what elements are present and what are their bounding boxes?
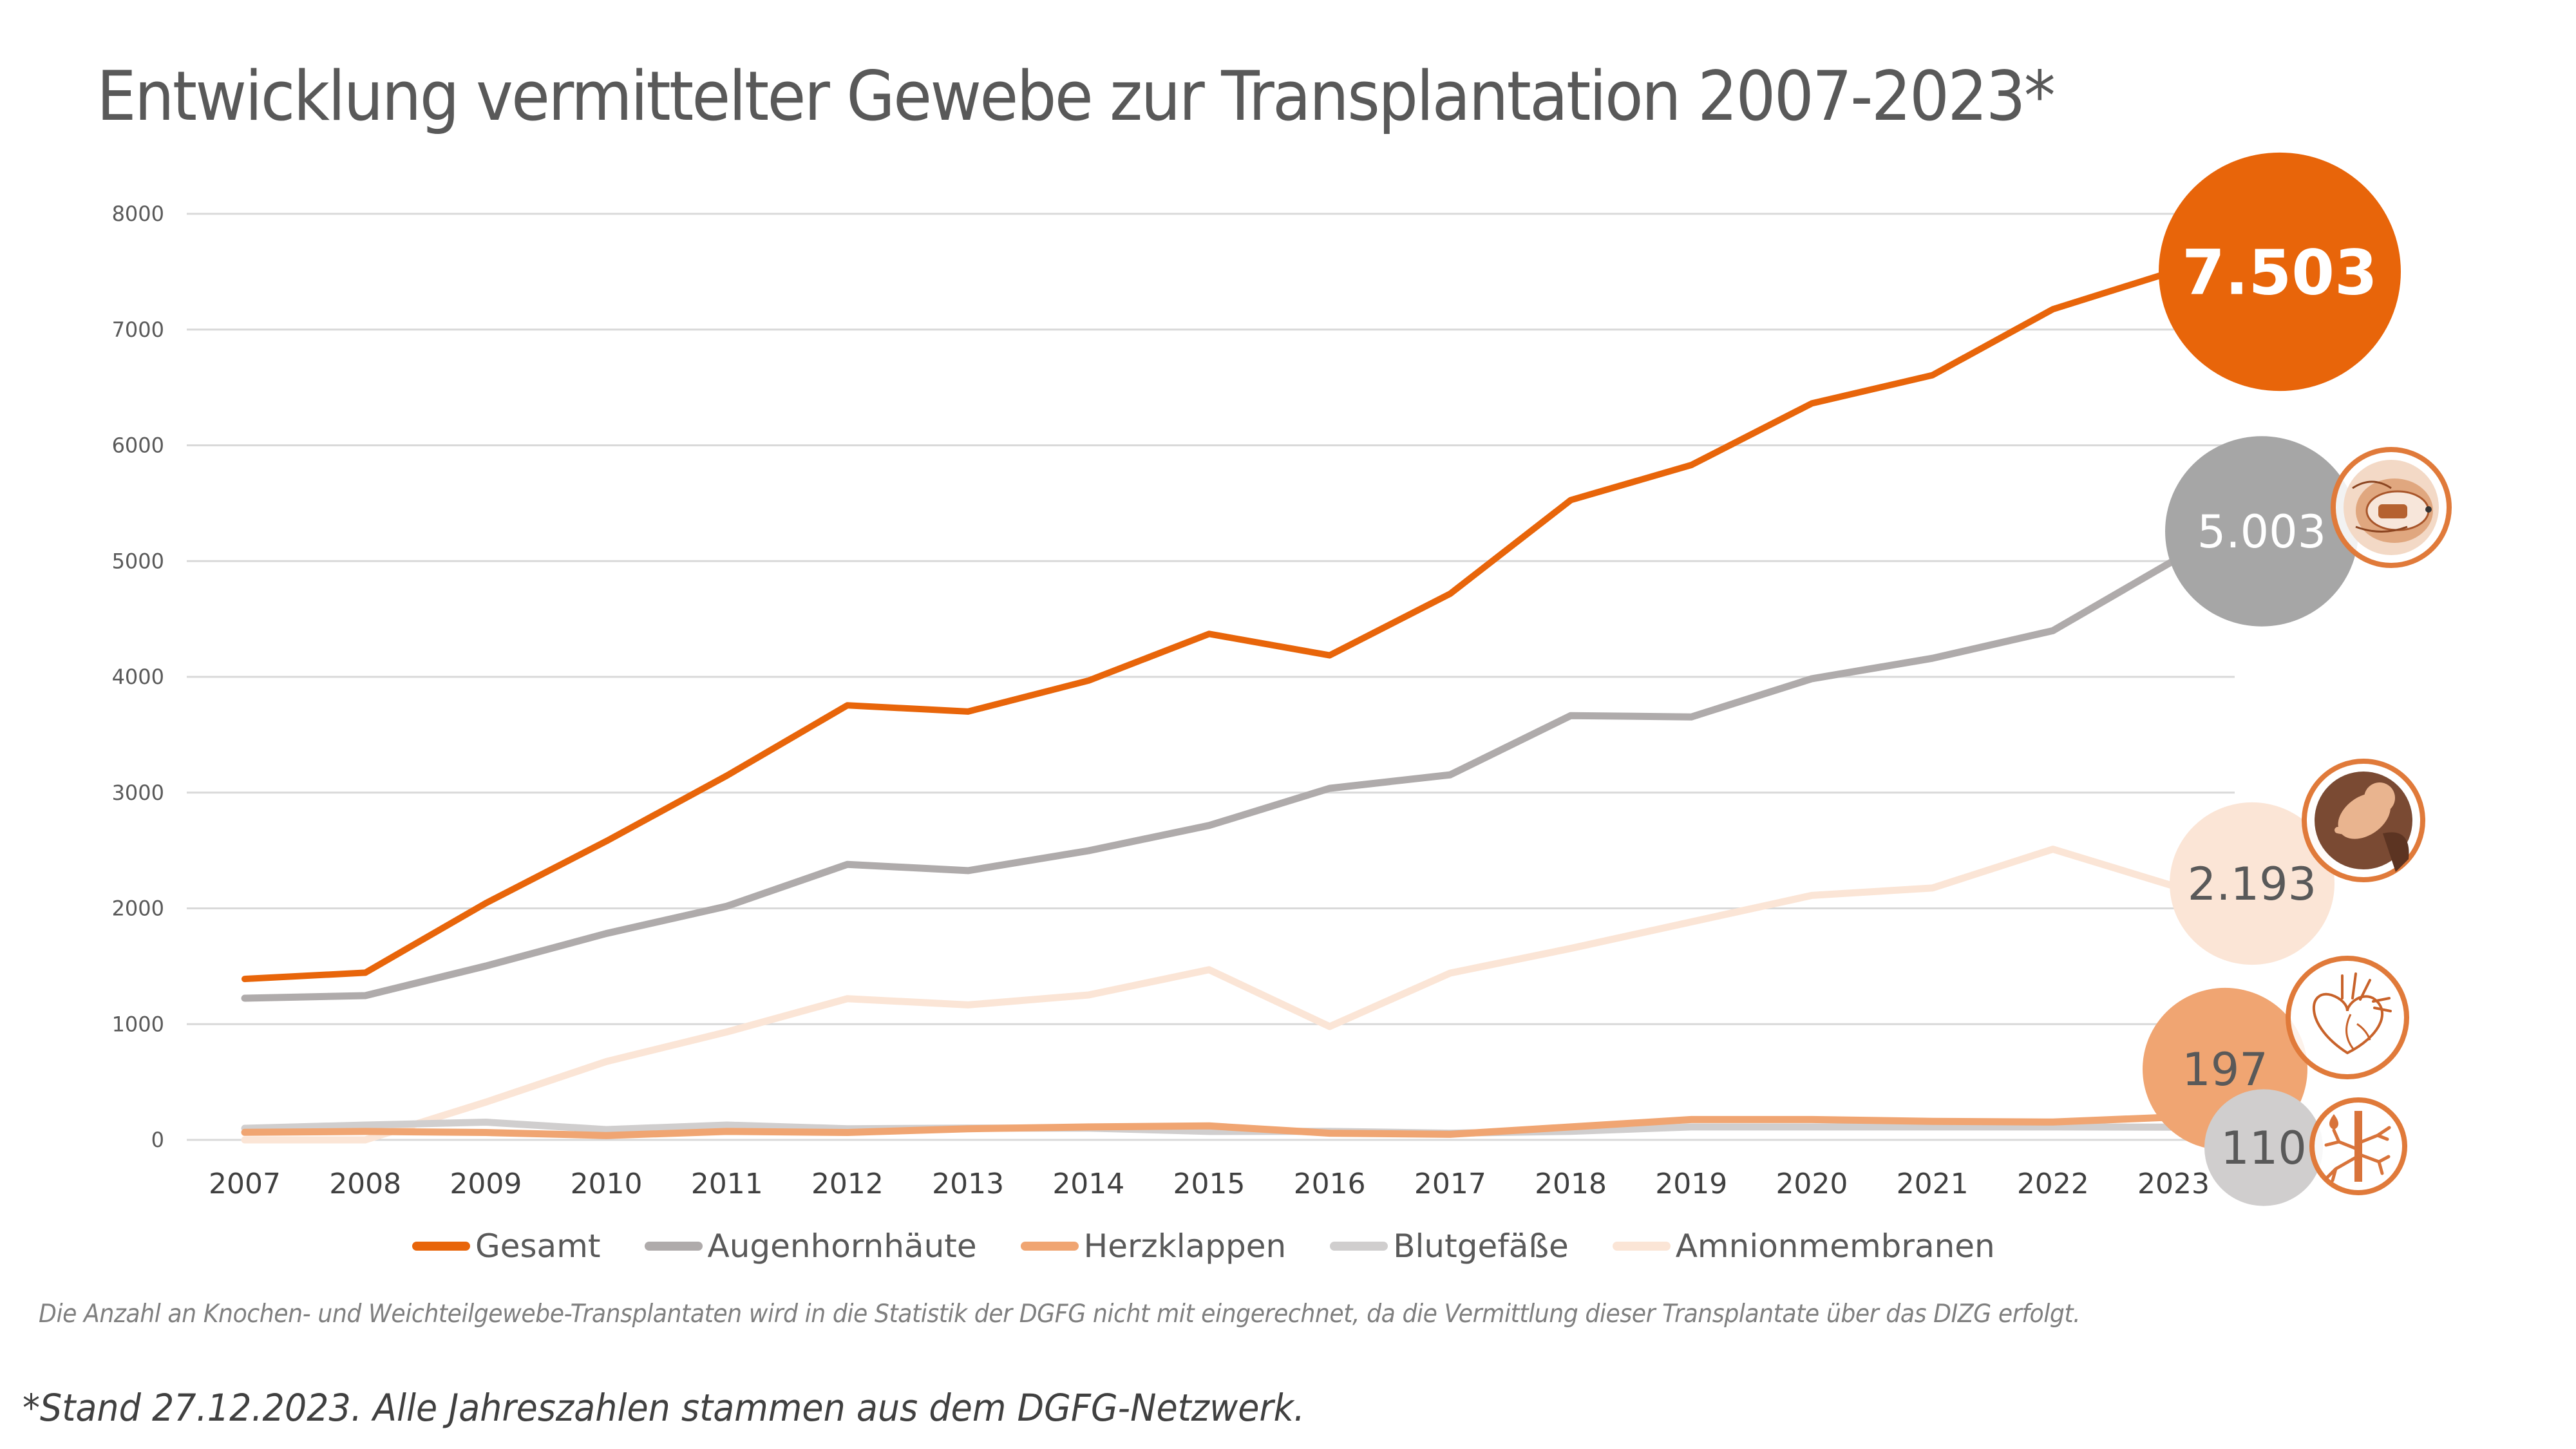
series-line-augenhornhäute xyxy=(241,557,2177,1002)
x-axis-ticks: 2007 2008 2009 2010 2011 2012 2013 2014 2015 2016… xyxy=(209,1168,2210,1200)
end-value-label: 110 xyxy=(2221,1122,2307,1175)
x-tick-label: 2012 xyxy=(811,1168,884,1200)
y-tick-label: 3000 xyxy=(112,781,164,805)
y-tick-label: 8000 xyxy=(112,202,164,226)
legend-swatch xyxy=(1612,1242,1671,1251)
end-value-label: 197 xyxy=(2182,1043,2268,1096)
legend-label: Amnionmembranen xyxy=(1675,1227,1995,1265)
series-line-amnionmembranen xyxy=(241,846,2177,1144)
value-bubble xyxy=(2204,1089,2323,1206)
x-tick-label: 2009 xyxy=(450,1168,522,1200)
x-tick-label: 2018 xyxy=(1535,1168,1607,1200)
legend-label: Augenhornhäute xyxy=(707,1227,977,1265)
heart-icon xyxy=(2286,956,2409,1079)
x-tick-label: 2016 xyxy=(1294,1168,1366,1200)
legend-label: Gesamt xyxy=(475,1227,601,1265)
x-tick-label: 2008 xyxy=(329,1168,401,1200)
value-bubble xyxy=(2170,802,2334,965)
x-tick-label: 2023 xyxy=(2137,1168,2210,1200)
value-bubble xyxy=(2165,436,2358,627)
end-bubble-augenhornhäute: 5.003 xyxy=(2165,436,2452,627)
legend-swatch xyxy=(644,1242,703,1251)
legend-label: Blutgefäße xyxy=(1393,1227,1569,1265)
end-bubble-amnionmembranen: 2.193 xyxy=(2170,759,2425,965)
gridlines xyxy=(187,213,2235,1141)
series-line-blutgefäße xyxy=(241,1119,2177,1137)
legend-swatch xyxy=(412,1242,470,1251)
x-tick-label: 2007 xyxy=(209,1168,281,1200)
y-tick-label: 7000 xyxy=(112,317,164,342)
blood-vessel-icon xyxy=(2309,1097,2407,1195)
legend-item: Blutgefäße xyxy=(1330,1227,1569,1265)
series-line-gesamt xyxy=(242,268,2177,983)
end-bubble-herzklappen: 197 xyxy=(2143,956,2409,1151)
end-bubble-blutgefäße: 110 xyxy=(2204,1089,2407,1206)
chart-title: Entwicklung vermittelter Gewebe zur Tran… xyxy=(97,57,2056,136)
y-tick-label: 5000 xyxy=(112,549,164,573)
legend-item: Augenhornhäute xyxy=(644,1227,977,1265)
x-tick-label: 2014 xyxy=(1052,1168,1124,1200)
x-tick-label: 2013 xyxy=(932,1168,1004,1200)
legend: Gesamt Augenhornhäute Herzklappen Blutgefäß… xyxy=(412,1227,2039,1265)
y-tick-label: 6000 xyxy=(112,433,164,458)
y-axis-ticks: 0 1000 2000 3000 4000 5000 6000 7000 8000 xyxy=(112,202,164,1152)
end-value-label: 5.003 xyxy=(2197,506,2326,558)
end-bubble-gesamt: 7.503 xyxy=(2159,152,2401,392)
end-value-bubbles: 7.503 5.003 2.193 197 110 xyxy=(2143,152,2452,1206)
methodology-note: Die Anzahl an Knochen- und Weichteilgewe… xyxy=(39,1300,2081,1329)
y-tick-label: 2000 xyxy=(112,896,164,921)
legend-label: Herzklappen xyxy=(1083,1227,1287,1265)
x-tick-label: 2020 xyxy=(1776,1168,1848,1200)
series-line-herzklappen xyxy=(241,1113,2177,1139)
y-tick-label: 1000 xyxy=(112,1012,164,1036)
series-lines xyxy=(241,268,2177,1144)
y-tick-label: 0 xyxy=(151,1128,164,1152)
x-tick-label: 2019 xyxy=(1655,1168,1727,1200)
fetus-icon xyxy=(2302,759,2425,882)
x-tick-label: 2017 xyxy=(1414,1168,1486,1200)
value-bubble xyxy=(2159,152,2401,392)
legend-item: Gesamt xyxy=(412,1227,601,1265)
x-tick-label: 2011 xyxy=(691,1168,763,1200)
x-tick-label: 2015 xyxy=(1173,1168,1245,1200)
eye-icon xyxy=(2331,447,2452,568)
legend-item: Amnionmembranen xyxy=(1612,1227,1995,1265)
legend-swatch xyxy=(1020,1242,1079,1251)
x-tick-label: 2021 xyxy=(1897,1168,1969,1200)
legend-item: Herzklappen xyxy=(1020,1227,1287,1265)
legend-swatch xyxy=(1330,1242,1388,1251)
end-value-label: 7.503 xyxy=(2182,237,2378,309)
footnote: *Stand 27.12.2023. Alle Jahreszahlen sta… xyxy=(23,1386,1305,1430)
end-value-label: 2.193 xyxy=(2188,858,2316,911)
x-tick-label: 2022 xyxy=(2017,1168,2089,1200)
x-tick-label: 2010 xyxy=(571,1168,643,1200)
y-tick-label: 4000 xyxy=(112,665,164,689)
